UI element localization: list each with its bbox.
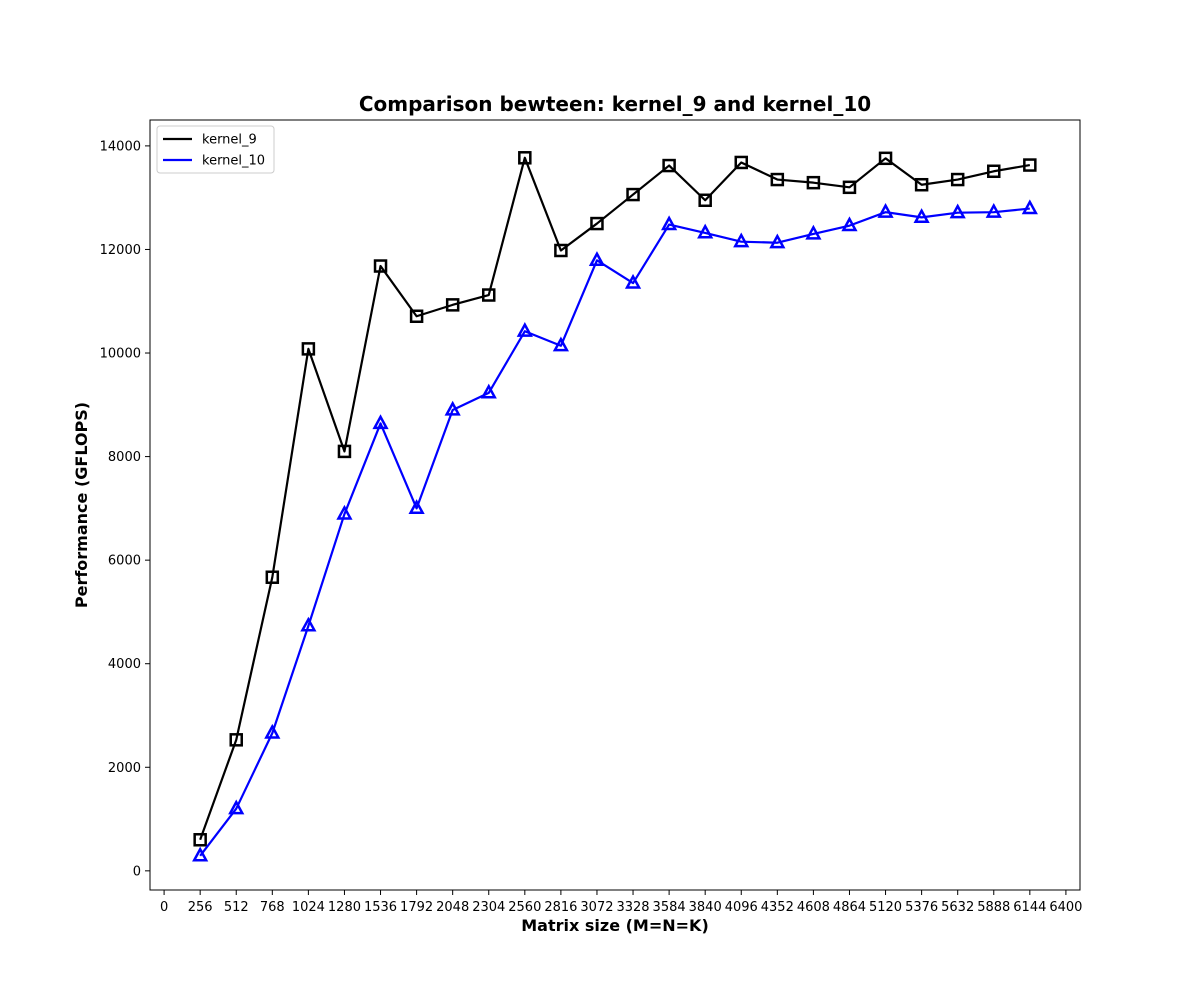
x-tick-label: 2816 [544,900,577,915]
data-point [769,233,786,249]
data-point [878,151,893,166]
y-tick-label: 12000 [100,243,141,258]
legend: kernel_9 kernel_10 [156,125,275,174]
data-point [733,232,750,248]
data-point [554,243,568,258]
data-point [372,414,389,430]
x-tick-label: 5376 [905,900,938,915]
data-point [806,175,821,190]
x-tick-label: 1024 [292,900,325,915]
x-tick-label: 4864 [833,900,866,915]
x-tick-label: 3840 [689,900,722,915]
data-point [552,336,569,352]
x-axis-title: Matrix size (M=N=K) [521,916,709,935]
x-tick-label: 0 [160,900,168,915]
x-tick-label: 768 [260,900,285,915]
data-point [914,177,929,192]
x-tick-label: 1792 [400,900,433,915]
data-point [516,322,533,337]
x-tick-label: 4096 [725,900,758,915]
x-tick-label: 5632 [941,900,974,915]
data-point [624,273,642,289]
data-point [949,203,966,219]
y-tick-label: 14000 [100,139,141,154]
data-point [734,155,749,170]
data-point [409,309,424,324]
data-point [770,172,785,187]
legend-box [156,125,275,174]
x-axis: 0 256 512 768 1024 1280 1536 1792 2048 2304 2560 28… [160,890,1082,915]
y-axis-title: Performance (GFLOPS) [72,402,91,608]
data-point [192,846,209,862]
data-point [877,202,894,218]
y-tick-label: 0 [133,864,141,879]
x-tick-label: 6144 [1013,900,1046,915]
x-tick-label: 1280 [328,900,361,915]
series-layer [192,151,1038,862]
data-point [337,444,352,459]
data-point [445,298,460,312]
data-point [697,223,714,239]
data-point [229,733,243,747]
x-tick-label: 2304 [472,900,505,915]
data-point [588,251,606,266]
data-point [985,202,1002,218]
data-point [698,193,712,208]
y-axis: 0 2000 4000 6000 8000 10000 12000 14000 [100,139,150,879]
data-point [987,164,1001,179]
x-tick-label: 1536 [364,900,397,915]
legend-label: kernel_10 [202,154,265,169]
data-point [373,259,388,273]
data-point [842,180,857,195]
x-tick-label: 5120 [869,900,902,915]
data-point [193,833,207,847]
series-line [199,207,1030,857]
data-point [590,216,604,231]
data-point [301,342,316,356]
x-tick-label: 3072 [580,900,613,915]
data-point [408,499,425,515]
data-point [480,383,497,399]
data-point [518,151,532,165]
data-point [228,799,245,815]
data-point [661,215,678,231]
data-point [662,158,676,173]
data-point [626,187,640,202]
data-point [913,208,930,224]
x-tick-label: 3584 [653,900,686,915]
x-tick-label: 4352 [761,900,794,915]
data-point [841,216,858,232]
x-tick-label: 256 [188,900,213,915]
x-tick-label: 4608 [797,900,830,915]
y-tick-label: 8000 [108,450,141,465]
y-tick-label: 10000 [100,347,141,362]
x-tick-label: 6400 [1049,900,1082,915]
legend-label: kernel_9 [202,133,257,148]
data-point [1023,158,1037,172]
data-point [950,172,965,187]
series-kernel_10 [192,199,1038,862]
y-tick-label: 2000 [108,761,141,776]
series-kernel_9 [193,151,1037,847]
plot-frame [149,119,1081,891]
y-tick-label: 6000 [108,554,141,569]
x-tick-label: 2560 [508,900,541,915]
data-point [264,723,281,739]
data-point [805,224,822,240]
y-tick-label: 4000 [108,657,141,672]
x-tick-label: 5888 [977,900,1010,915]
x-tick-label: 2048 [436,900,469,915]
data-point [1021,199,1038,215]
chart-title: Comparison bewteen: kernel_9 and kernel_… [359,92,871,116]
data-point [300,616,317,632]
plot-area [149,119,1081,891]
data-point [336,504,353,520]
x-tick-label: 3328 [616,900,649,915]
data-point [444,400,461,416]
data-point [481,288,496,302]
x-tick-label: 512 [224,900,249,915]
data-point [265,570,280,584]
